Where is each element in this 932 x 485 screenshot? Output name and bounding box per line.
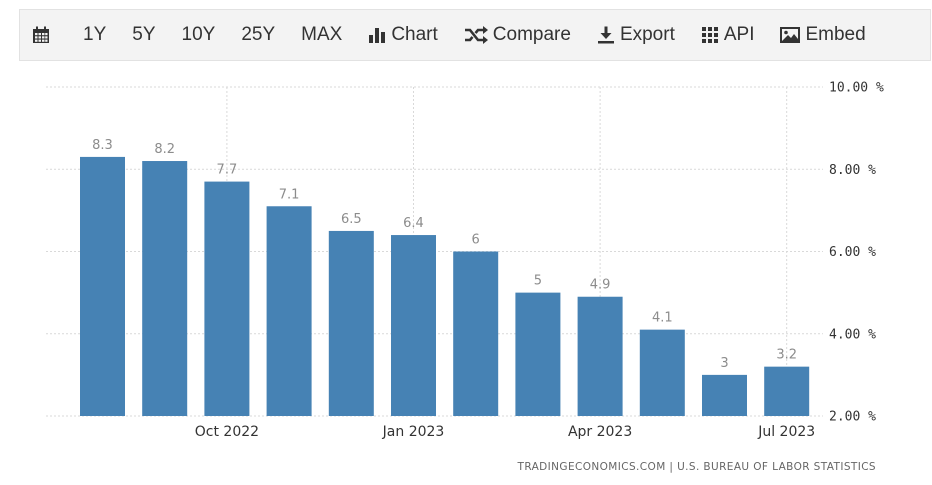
bar-value-label: 5 [534,274,542,289]
bar-value-label: 4.1 [652,311,673,326]
compare-button[interactable]: Compare [464,10,571,60]
bar [328,230,374,416]
x-tick-label: Oct 2022 [195,424,259,440]
source-credit: TRADINGECONOMICS.COM | U.S. BUREAU OF LA… [517,461,876,473]
chart-toolbar: 1Y 5Y 10Y 25Y MAX Chart Compare Export [19,9,931,61]
bar-value-label: 6.4 [403,216,424,231]
bar [639,329,685,416]
y-tick-label: 6.00 % [829,245,876,260]
bar-chart-icon [369,28,386,43]
bar-value-label: 7.1 [279,187,300,202]
bar-chart: 8.3 8.2 7.7 7.1 6.5 6.4 6 5 4.9 4.1 3 3.2 2.00 % 4.0… [46,81,884,440]
api-button[interactable]: API [701,10,755,60]
shuffle-icon [464,26,488,44]
x-axis: Oct 2022 Jan 2023 Apr 2023 Jul 2023 [195,424,815,440]
bar-value-label: 4.9 [590,278,611,293]
calendar-button[interactable] [32,10,55,60]
embed-button[interactable]: Embed [780,10,866,60]
bar [702,374,747,416]
download-icon [597,26,614,44]
range-5y-button[interactable]: 5Y [132,24,156,45]
range-25y-button[interactable]: 25Y [241,24,276,45]
chart-type-label: Chart [391,24,438,45]
bar [391,235,436,416]
range-10y-button[interactable]: 10Y [181,24,216,45]
y-axis: 2.00 % 4.00 % 6.00 % 8.00 % 10.00 % [829,81,884,425]
bar-labels: 8.3 8.2 7.7 7.1 6.5 6.4 6 5 4.9 4.1 3 3.2 [92,138,797,371]
api-label: API [723,24,755,45]
bar-value-label: 3 [720,356,728,371]
bar [453,251,499,416]
compare-label: Compare [492,24,571,45]
calendar-icon [33,26,49,43]
bar-value-label: 8.3 [92,138,113,153]
bar-value-label: 8.2 [154,142,175,157]
range-max-button[interactable]: MAX [301,24,343,45]
bars [80,156,810,416]
image-icon [780,27,801,43]
bar [577,296,623,416]
embed-label: Embed [805,24,866,45]
bar-value-label: 6 [472,233,480,248]
bar [142,161,188,416]
bar-value-label: 6.5 [341,212,362,227]
y-tick-label: 4.00 % [829,327,876,342]
range-1y-button[interactable]: 1Y [83,24,107,45]
x-tick-label: Jul 2023 [757,424,815,440]
export-label: Export [619,24,675,45]
x-tick-label: Jan 2023 [382,424,445,440]
x-tick-label: Apr 2023 [568,424,632,440]
bar [80,156,125,416]
bar-value-label: 7.7 [217,163,238,178]
bar [515,292,561,416]
grid-icon [701,27,718,43]
bar [764,366,810,416]
y-tick-label: 8.00 % [829,163,876,178]
y-tick-label: 2.00 % [829,410,876,425]
bar [266,206,312,416]
bar-value-label: 3.2 [776,348,797,363]
y-tick-label: 10.00 % [829,81,884,96]
bar [204,181,250,416]
export-button[interactable]: Export [597,10,675,60]
chart-type-button[interactable]: Chart [368,10,438,60]
